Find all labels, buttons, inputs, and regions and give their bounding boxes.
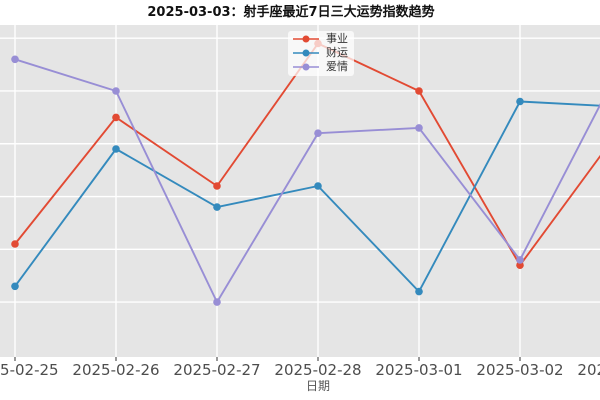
data-point [11,55,19,64]
x-tick-label: 2025-03-03 [577,361,600,379]
data-point [11,282,19,291]
data-point [213,182,221,190]
data-point [516,97,524,106]
data-point [112,113,120,122]
career-line-marker-icon [293,35,319,43]
legend-item-wealth: 财运 [292,46,348,60]
data-point [516,261,524,270]
data-point [213,203,221,211]
legend-item-love: 爱情 [292,60,348,74]
x-tick-label: 2025-02-26 [72,361,159,379]
data-point [415,287,423,296]
x-axis-title: 日期 [306,379,330,393]
data-point [415,124,423,132]
x-tick-label: 2025-02-27 [173,361,260,379]
legend-label-career: 事业 [326,32,348,45]
x-tick-label: 2025-03-02 [476,361,563,379]
legend-item-career: 事业 [292,32,348,46]
data-point [314,129,322,137]
x-tick-label: 2025-02-25 [0,361,59,379]
x-tick-label: 2025-03-01 [375,361,462,379]
data-point [11,240,19,248]
data-point [516,256,524,264]
chart-title: 2025-03-03：射手座最近7日三大运势指数趋势 [147,5,435,20]
data-point [314,182,322,190]
legend-label-love: 爱情 [326,60,348,73]
data-point [112,145,120,153]
legend: 事业 财运 爱情 [288,31,354,76]
data-point [415,87,423,95]
x-tick-label: 2025-02-28 [274,361,361,379]
love-line-marker-icon [293,63,319,71]
data-point [213,298,221,306]
legend-label-wealth: 财运 [326,46,348,59]
data-point [112,87,120,95]
wealth-line-marker-icon [293,49,319,57]
